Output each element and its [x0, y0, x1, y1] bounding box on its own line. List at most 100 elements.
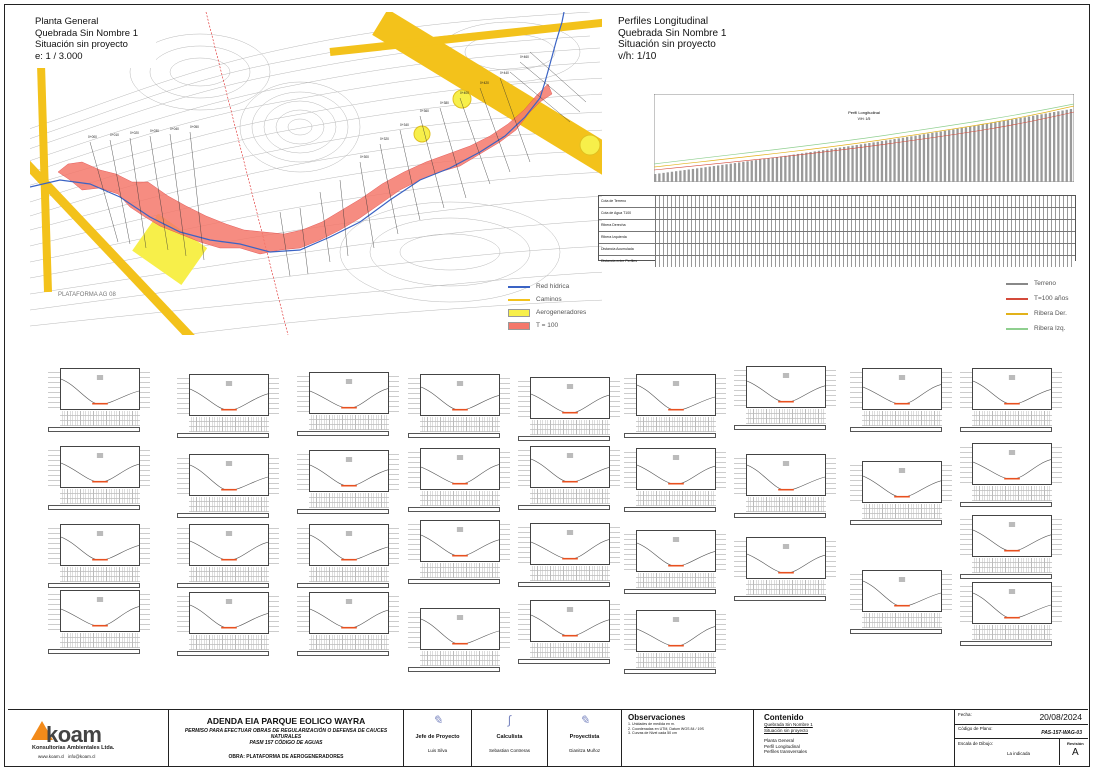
signature-mark: ✎ — [579, 713, 590, 727]
cross-section — [624, 372, 740, 438]
plan-title-line: Situación sin proyecto — [35, 39, 128, 50]
signature-name: Sebastian Contreras — [488, 748, 531, 753]
xs-data-table — [309, 493, 389, 508]
xs-footer — [734, 596, 826, 601]
cross-section — [850, 459, 966, 525]
xs-footer — [734, 425, 826, 430]
content-subtitle: Situación sin proyecto — [764, 727, 809, 733]
xs-frame — [420, 448, 500, 490]
xs-title-mark — [225, 461, 233, 466]
long-chart-title: Perfil Longitudinal — [848, 110, 880, 115]
legend-swatch — [508, 308, 530, 317]
signature-mark: ✎ — [432, 713, 443, 727]
xs-y-axis-right — [610, 377, 620, 419]
revision-value: A — [1072, 747, 1079, 758]
xs-title-mark — [96, 453, 104, 458]
xs-frame — [530, 377, 610, 419]
xs-frame — [420, 520, 500, 562]
terrain-bar — [658, 173, 661, 182]
xs-title-mark — [1008, 589, 1016, 594]
xs-y-axis-right — [140, 446, 150, 488]
signature-role: Jefe de Proyecto — [415, 734, 460, 740]
xs-profile — [862, 375, 942, 405]
terrain-bar — [973, 125, 976, 182]
row-label: Distancia entre Perfiles — [599, 256, 656, 267]
svg-text:0+420: 0+420 — [480, 81, 489, 85]
terrain-bar — [670, 171, 674, 182]
xs-y-axis-right — [269, 374, 279, 416]
t100-line — [653, 111, 1075, 171]
terrain-bar — [952, 129, 955, 182]
xs-data-table — [636, 491, 716, 506]
xs-title-mark — [225, 381, 233, 386]
xs-frame — [746, 537, 826, 579]
terrain-bar — [956, 128, 959, 182]
xs-data-table — [420, 651, 500, 666]
terrain-bar — [880, 141, 884, 182]
xs-y-axis-right — [826, 537, 836, 579]
xs-y-axis — [850, 461, 862, 503]
terrain-bar — [822, 150, 825, 182]
terrain-bar — [964, 127, 968, 182]
xs-terrain-line — [189, 464, 269, 491]
xs-footer — [408, 579, 500, 584]
terrain-bar — [985, 123, 989, 182]
cross-section — [177, 452, 293, 518]
xs-data-table — [60, 411, 140, 426]
xs-y-axis — [960, 515, 972, 557]
xs-title-mark — [672, 455, 680, 460]
terrain-bar — [796, 153, 800, 182]
legend-item: T = 100 — [508, 319, 586, 332]
xs-footer — [624, 669, 716, 674]
cross-section — [624, 608, 740, 674]
observations-title: Observaciones — [628, 713, 686, 722]
observation-item: 2. Coordenadas en UTM, Datum WGS 84 / 19… — [628, 726, 704, 731]
xs-y-axis — [624, 530, 636, 572]
xs-frame — [189, 454, 269, 496]
xs-data-table — [636, 573, 716, 588]
xs-terrain-line — [309, 388, 389, 409]
row-label: Ribera Izquierda — [599, 232, 656, 243]
xs-profile — [309, 379, 389, 409]
xs-frame — [189, 592, 269, 634]
code-value: PAS-157-WAG-03 — [1041, 730, 1082, 736]
xs-profile — [189, 461, 269, 491]
longitudinal-svg: Perfil Longitudinal V/H: 1/5 — [653, 93, 1075, 183]
xs-footer — [297, 509, 389, 514]
xs-terrain-line — [862, 475, 942, 498]
xs-y-axis-right — [269, 592, 279, 634]
row-label: Ribera Derecha — [599, 220, 656, 231]
xs-data-table — [746, 580, 826, 595]
xs-data-table — [309, 415, 389, 430]
table-row: Cota de Agua T100 — [599, 208, 1075, 220]
t100-flood-area — [57, 83, 553, 255]
xs-terrain-line — [862, 580, 942, 607]
cross-section — [960, 513, 1076, 579]
xs-y-axis-right — [1052, 582, 1062, 624]
xs-title-mark — [96, 531, 104, 536]
left-bank-line — [653, 103, 1075, 165]
xs-footer — [48, 583, 140, 588]
xs-footer — [297, 431, 389, 436]
xs-terrain-line — [420, 386, 500, 411]
table-row: Cota de Terreno — [599, 196, 1075, 208]
scale-label: Escala de Dibujo: — [958, 741, 994, 746]
content-title: Contenido — [764, 713, 804, 722]
cross-section — [297, 448, 413, 514]
xs-profile — [636, 537, 716, 567]
xs-y-axis-right — [826, 454, 836, 496]
koam-logo-icon — [31, 721, 53, 740]
xs-title-mark — [1008, 522, 1016, 527]
xs-y-axis-right — [269, 524, 279, 566]
longitudinal-chart: Perfil Longitudinal V/H: 1/5 — [653, 93, 1075, 183]
xs-terrain-line — [530, 458, 610, 483]
xs-title-mark — [96, 597, 104, 602]
xs-y-axis — [734, 537, 746, 579]
content-subtitle: Quebrada Sin Nombre 1 — [764, 722, 813, 727]
table-row: Ribera Izquierda — [599, 232, 1075, 244]
scale-row: Escala de Dibujo: La indicada Revisión A — [955, 738, 1088, 765]
terrain-bar — [918, 134, 921, 182]
terrain-bar — [901, 137, 905, 182]
terrain-bar — [1036, 115, 1039, 182]
svg-text:0+320: 0+320 — [380, 137, 389, 141]
